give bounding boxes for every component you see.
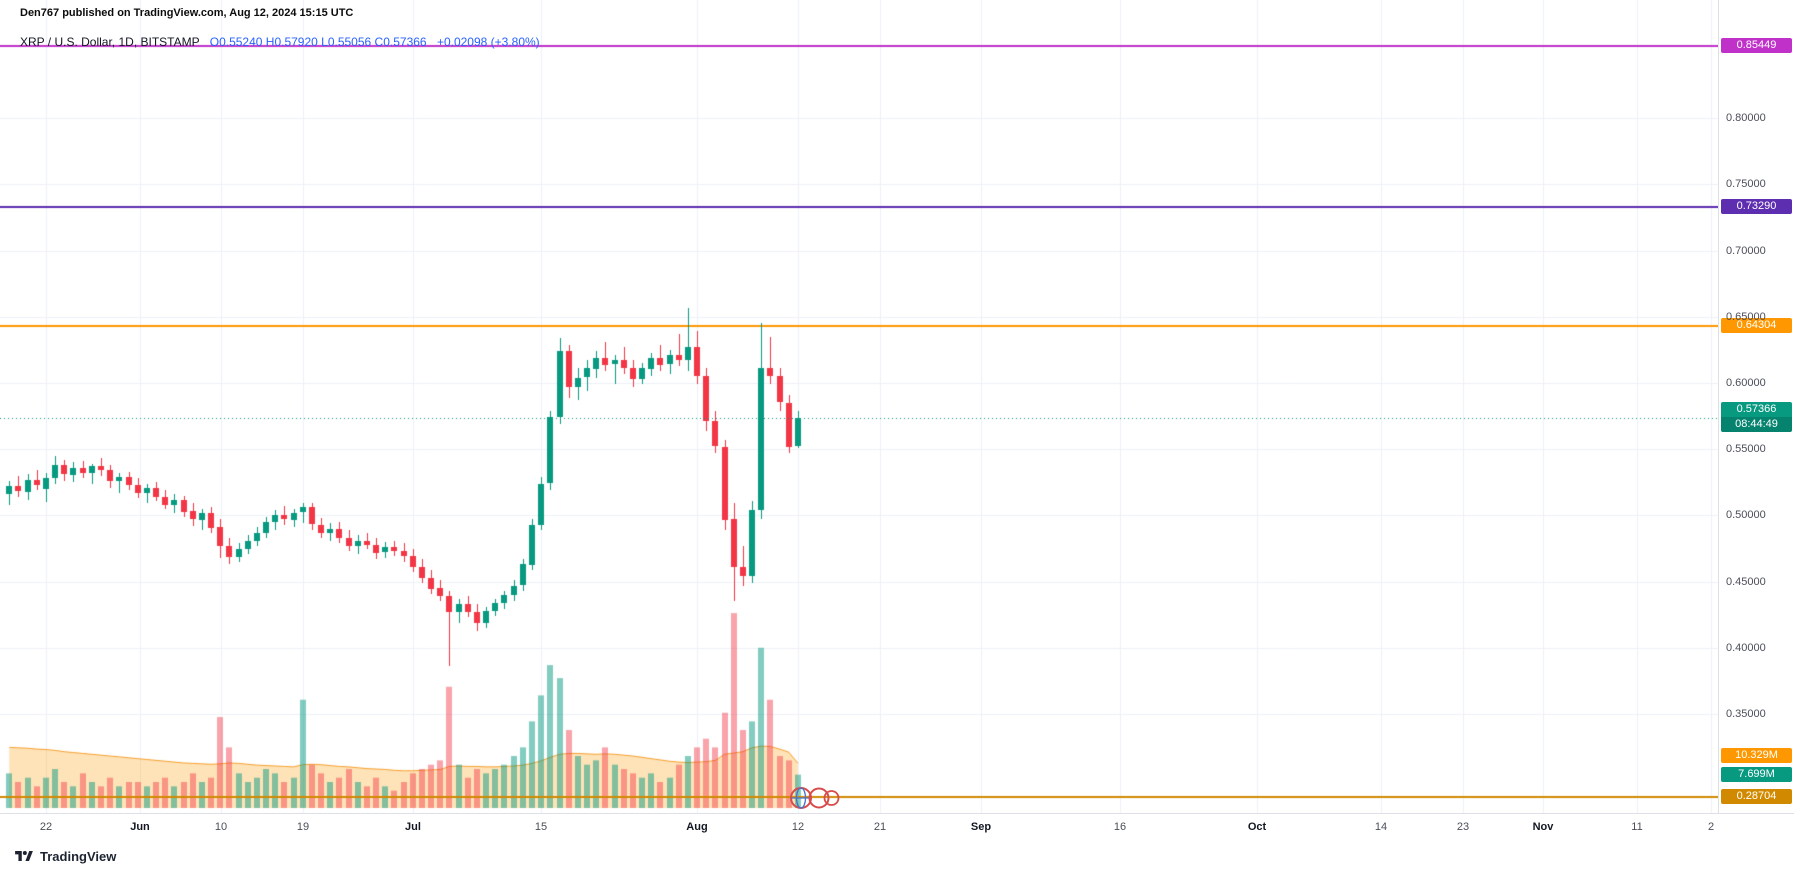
time-label-22: 22 (39, 821, 53, 833)
time-label-Nov: Nov (1532, 821, 1554, 833)
time-label-23: 23 (1456, 821, 1470, 833)
time-axis[interactable]: 22 Jun 10 19 Jul 15 Aug 12 21 Sep 16 Oct 14 23 Nov 11 2 (0, 813, 1794, 877)
time-label-14: 14 (1374, 821, 1388, 833)
level-label-064304: 0.64304 (1721, 318, 1792, 333)
bar-close-countdown: 08:44:49 (1721, 417, 1792, 432)
level-label-085449: 0.85449 (1721, 38, 1792, 53)
globe-rings-icon (790, 787, 840, 809)
time-label-Jun: Jun (130, 821, 150, 833)
time-label-Oct: Oct (1247, 821, 1267, 833)
time-label-2: 2 (1707, 821, 1715, 833)
attribution-text: Den767 published on TradingView.com, Aug… (20, 7, 354, 19)
price-tick-0.45000: 0.45000 (1726, 575, 1766, 588)
legend-change: +0.02098 (+3.80%) (436, 35, 540, 49)
time-label-Aug: Aug (686, 821, 708, 833)
price-tick-0.50000: 0.50000 (1726, 509, 1766, 522)
price-tick-0.55000: 0.55000 (1726, 443, 1766, 456)
level-label-028704: 0.28704 (1721, 789, 1792, 804)
time-label-10: 10 (214, 821, 228, 833)
price-chart-canvas[interactable] (0, 0, 1718, 813)
time-label-15: 15 (534, 821, 548, 833)
volume-current-label: 7.699M (1721, 767, 1792, 782)
current-price-value: 0.57366 (1736, 403, 1777, 415)
time-label-Jul: Jul (405, 821, 421, 833)
price-tick-0.80000: 0.80000 (1726, 112, 1766, 125)
symbol-title: XRP / U.S. Dollar, 1D, BITSTAMP (20, 35, 200, 49)
price-tick-0.35000: 0.35000 (1726, 708, 1766, 720)
time-label-19: 19 (296, 821, 310, 833)
price-axis[interactable]: 0.85449 0.73290 0.64304 0.57366 08:44:49… (1718, 0, 1794, 813)
price-tick-0.60000: 0.60000 (1726, 377, 1766, 389)
symbol-legend: XRP / U.S. Dollar, 1D, BITSTAMP O0.55240… (20, 35, 540, 49)
price-tick-0.65000: 0.65000 (1726, 310, 1766, 323)
legend-ohlc: O0.55240 H0.57920 L0.55056 C0.57366 (209, 35, 427, 49)
tradingview-logo-text: TradingView (40, 848, 117, 864)
tradingview-logo[interactable]: TradingView (14, 848, 116, 864)
time-label-Sep: Sep (970, 821, 992, 833)
time-label-21: 21 (873, 821, 887, 833)
level-label-073290: 0.73290 (1721, 199, 1792, 214)
price-tick-0.75000: 0.75000 (1726, 178, 1766, 191)
current-price-badge: 0.57366 08:44:49 (1721, 402, 1792, 432)
price-tick-0.40000: 0.40000 (1726, 641, 1766, 654)
time-label-12: 12 (791, 821, 805, 833)
volume-ma-label: 10.329M (1721, 748, 1792, 763)
price-tick-0.70000: 0.70000 (1726, 244, 1766, 257)
tradingview-logo-icon (15, 850, 33, 861)
time-label-16: 16 (1113, 821, 1127, 833)
time-label-11: 11 (1631, 821, 1643, 833)
